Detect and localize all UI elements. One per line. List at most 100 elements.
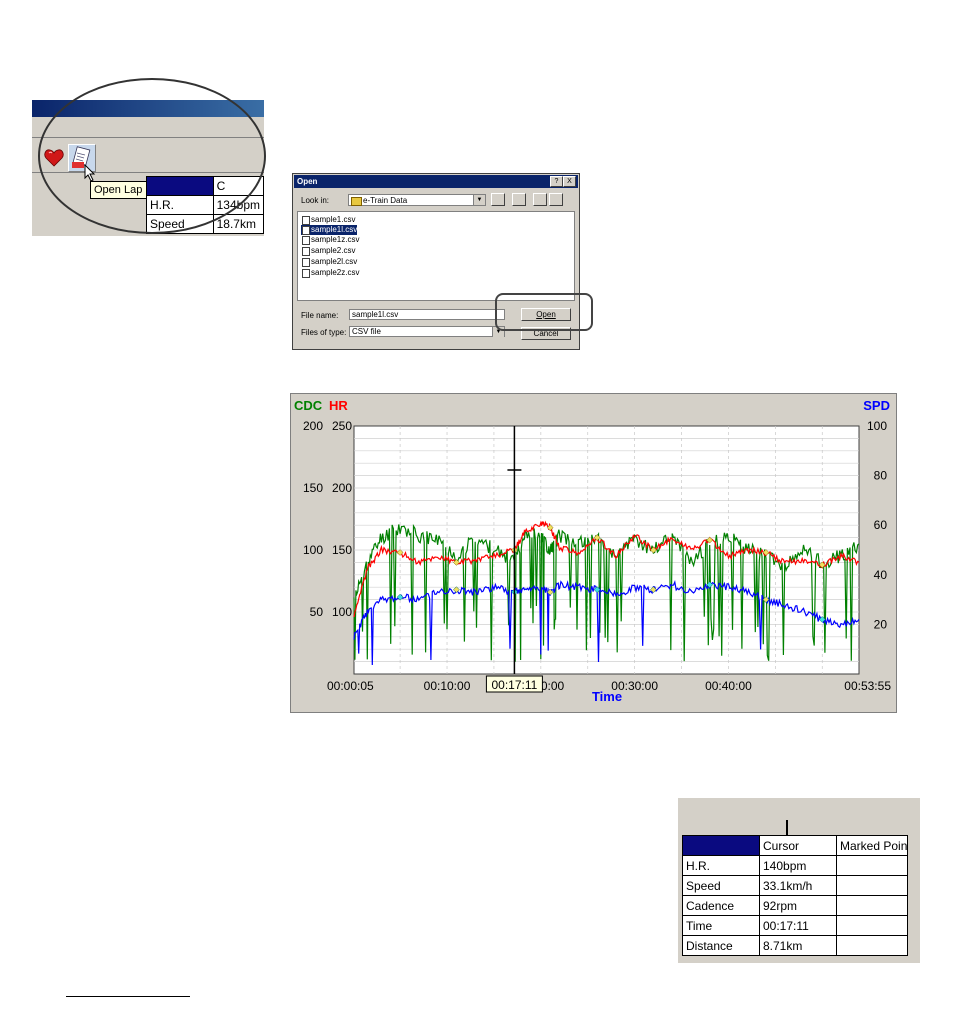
- time-tick-label: 00:10:00: [424, 679, 471, 693]
- lap-marker: [546, 524, 554, 532]
- cursor-value: 00:17:11: [759, 915, 837, 936]
- hr-tick-label: 250: [332, 419, 352, 433]
- file-list[interactable]: sample1.csv sample1l.csv sample1z.csv sa…: [297, 211, 575, 301]
- pointer-line: [786, 820, 788, 836]
- marked-value: [836, 915, 908, 936]
- hr-tick-label: 150: [332, 543, 352, 557]
- open-button[interactable]: Open: [521, 308, 571, 321]
- lap-marker: [546, 588, 554, 596]
- chevron-down-icon[interactable]: ▼: [473, 195, 485, 205]
- list-item[interactable]: sample1z.csv: [301, 235, 359, 245]
- graph-panel: 50 100 150 200 100 150 200 250 20 40 60 80 100 00:00:…: [290, 393, 897, 713]
- cursor-value: 92rpm: [759, 895, 837, 916]
- cursor-value: 33.1km/h: [759, 875, 837, 896]
- hr-cdc-spd-chart[interactable]: 50 100 150 200 100 150 200 250 20 40 60 80 100 00:00:…: [291, 394, 896, 712]
- table-row: H.R. 140bpm: [682, 855, 908, 876]
- time-tick-label: 00:30:00: [611, 679, 658, 693]
- cursor-value: 140bpm: [759, 855, 837, 876]
- close-button[interactable]: X: [563, 176, 576, 187]
- table-row: Speed 33.1km/h: [682, 875, 908, 896]
- highlight-oval: [38, 78, 266, 234]
- files-of-type-value: CSV file: [352, 327, 381, 336]
- row-label: Time: [682, 915, 760, 936]
- lap-marker: [593, 586, 601, 594]
- spd-series-line: [353, 580, 860, 666]
- row-label: H.R.: [682, 855, 760, 876]
- spd-tick-label: 40: [874, 568, 888, 582]
- look-in-label: Look in:: [301, 196, 330, 205]
- list-item[interactable]: sample2.csv: [301, 246, 355, 256]
- legend-cdc: CDC: [294, 398, 323, 413]
- cursor-column-header: Cursor: [759, 835, 837, 856]
- cdc-series-line: [353, 523, 860, 662]
- list-view-icon[interactable]: [533, 193, 547, 206]
- cursor-data-panel: Cursor Marked Poin H.R. 140bpm Speed 33.…: [678, 798, 920, 963]
- row-label: Distance: [682, 935, 760, 956]
- file-name-label: File name:: [301, 311, 339, 320]
- hr-tick-label: 200: [332, 481, 352, 495]
- table-row: Time 00:17:11: [682, 915, 908, 936]
- legend-hr: HR: [329, 398, 348, 413]
- lap-marker: [396, 593, 404, 601]
- table-row: Cadence 92rpm: [682, 895, 908, 916]
- legend-spd: SPD: [863, 398, 890, 413]
- lap-marker: [706, 536, 714, 544]
- files-of-type-label: Files of type:: [301, 328, 347, 337]
- lap-marker: [593, 534, 601, 541]
- spd-tick-label: 100: [867, 419, 887, 433]
- list-item[interactable]: sample2z.csv: [301, 268, 359, 278]
- cursor-time-box: [485, 675, 543, 693]
- list-item[interactable]: sample2l.csv: [301, 257, 357, 267]
- table-header-cell: [682, 835, 760, 856]
- time-tick-label: 00:00:05: [327, 679, 374, 693]
- folder-icon: [351, 197, 362, 206]
- lap-marker: [453, 559, 460, 566]
- x-axis-label: Time: [592, 689, 622, 704]
- table-row: Distance 8.71km: [682, 935, 908, 956]
- lap-marker: [818, 616, 826, 623]
- list-item[interactable]: sample1.csv: [301, 215, 355, 225]
- lap-marker: [762, 549, 770, 556]
- help-button[interactable]: ?: [550, 176, 563, 187]
- lap-marker: [762, 596, 770, 603]
- marked-point-column-header: Marked Poin: [836, 835, 908, 856]
- file-name-input[interactable]: [349, 309, 505, 320]
- lap-marker: [650, 586, 657, 594]
- new-folder-icon[interactable]: [512, 193, 526, 206]
- dialog-title: Open: [294, 175, 578, 188]
- look-in-combo[interactable]: e-Train Data ▼: [348, 194, 486, 206]
- footnote-rule: [66, 996, 190, 997]
- time-tick-label: 00:40:00: [705, 679, 752, 693]
- spd-tick-label: 20: [874, 617, 888, 631]
- cdc-tick-label: 100: [303, 543, 323, 557]
- cursor-value: 8.71km: [759, 935, 837, 956]
- cdc-tick-label: 150: [303, 481, 323, 495]
- lap-marker: [396, 549, 404, 556]
- files-of-type-select[interactable]: CSV file ▼: [349, 326, 505, 337]
- marked-value: [836, 855, 908, 876]
- hr-tick-label: 100: [332, 605, 352, 619]
- spd-tick-label: 60: [874, 518, 888, 532]
- cdc-tick-label: 200: [303, 419, 323, 433]
- marked-value: [836, 935, 908, 956]
- open-button-highlight: [495, 293, 593, 331]
- cdc-tick-label: 50: [310, 605, 324, 619]
- spd-tick-label: 80: [874, 469, 888, 483]
- time-tick-label: 00:53:55: [844, 679, 891, 693]
- up-folder-icon[interactable]: [491, 193, 505, 206]
- cursor-data-table: Cursor Marked Poin H.R. 140bpm Speed 33.…: [682, 835, 908, 956]
- chevron-down-icon[interactable]: ▼: [492, 327, 504, 337]
- list-item-selected[interactable]: sample1l.csv: [301, 225, 358, 235]
- lap-marker: [818, 561, 826, 569]
- row-label: Speed: [682, 875, 760, 896]
- cursor-time-label: 00:17:11: [491, 678, 537, 692]
- lap-marker: [453, 586, 460, 594]
- details-view-icon[interactable]: [549, 193, 563, 206]
- lap-marker: [650, 546, 657, 554]
- marked-value: [836, 895, 908, 916]
- open-file-dialog: Open ? X Look in: e-Train Data ▼ sample1…: [292, 173, 580, 350]
- row-label: Cadence: [682, 895, 760, 916]
- look-in-value: e-Train Data: [363, 196, 408, 205]
- row-value: 18.7km: [212, 214, 264, 234]
- lap-marker: [706, 581, 714, 589]
